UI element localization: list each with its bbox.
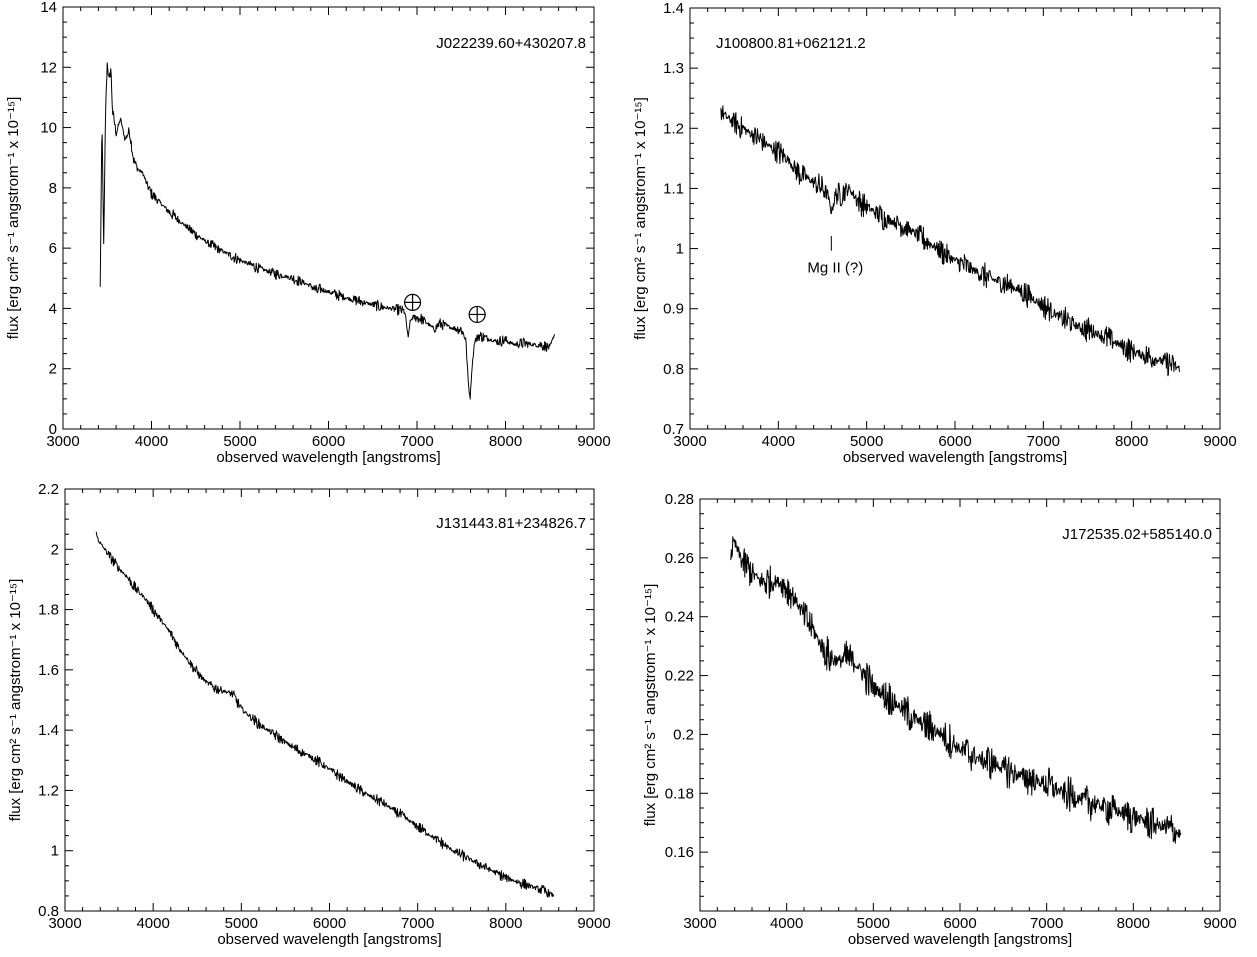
y-tick-label: 1.1 xyxy=(663,180,684,197)
x-tick-label: 3000 xyxy=(673,433,706,450)
y-tick-label: 8 xyxy=(49,180,57,197)
y-axis-label: flux [erg cm² s⁻¹ angstrom⁻¹ x 10⁻¹⁵] xyxy=(632,97,649,340)
y-tick-label: 14 xyxy=(40,0,57,16)
y-tick-label: 1 xyxy=(676,241,684,258)
x-tick-label: 7000 xyxy=(1030,915,1063,932)
spectrum-line xyxy=(99,62,556,400)
y-tick-label: 0.22 xyxy=(665,668,694,685)
y-tick-label: 0.18 xyxy=(665,785,694,802)
x-tick-label: 6000 xyxy=(938,433,971,450)
y-tick-label: 0.26 xyxy=(665,550,694,567)
object-label: J172535.02+585140.0 xyxy=(1062,526,1212,543)
x-tick-label: 9000 xyxy=(1203,433,1236,450)
y-tick-label: 1.8 xyxy=(38,602,59,619)
x-tick-label: 4000 xyxy=(770,915,803,932)
y-tick-label: 0.2 xyxy=(673,726,694,743)
x-tick-label: 6000 xyxy=(313,915,346,932)
x-tick-label: 7000 xyxy=(1027,433,1060,450)
x-tick-label: 5000 xyxy=(225,915,258,932)
x-axis-label: observed wavelength [angstroms] xyxy=(848,931,1072,948)
y-tick-label: 12 xyxy=(40,59,57,76)
y-tick-label: 4 xyxy=(49,300,57,317)
x-axis-label: observed wavelength [angstroms] xyxy=(843,449,1067,466)
spectrum-panel-4: 3000 4000 5000 6000 7000 8000 9000 0.16 0.18 0.2 0… xyxy=(642,491,1237,948)
y-tick-label: 0.28 xyxy=(665,491,694,508)
x-tick-label: 4000 xyxy=(136,915,169,932)
spectrum-line xyxy=(95,531,555,898)
object-label: J131443.81+234826.7 xyxy=(436,515,586,532)
telluric-symbol xyxy=(468,305,486,324)
y-tick-label: 2.2 xyxy=(38,481,59,498)
x-tick-label: 8000 xyxy=(1117,915,1150,932)
x-tick-label: 9000 xyxy=(1203,915,1236,932)
spectrum-panel-2: 3000 4000 5000 6000 7000 8000 9000 0.7 0.8 0.9 1 1.… xyxy=(632,0,1237,466)
object-label: J022239.60+430207.8 xyxy=(436,35,586,52)
x-tick-label: 3000 xyxy=(683,915,716,932)
x-tick-label: 6000 xyxy=(312,433,345,450)
object-label: J100800.81+062121.2 xyxy=(716,35,866,52)
y-tick-label: 1.4 xyxy=(663,0,684,17)
x-tick-label: 4000 xyxy=(135,433,168,450)
y-tick-label: 1.3 xyxy=(663,60,684,77)
y-tick-label: 1.2 xyxy=(663,120,684,137)
y-tick-label: 0.8 xyxy=(38,903,59,920)
spectrum-panel-1: 3000 4000 5000 6000 7000 8000 9000 0 2 4 6 8 10 12 14 o… xyxy=(5,0,611,466)
y-tick-label: 1.6 xyxy=(38,662,59,679)
x-tick-label: 3000 xyxy=(48,915,81,932)
spectrum-panel-3: 3000 4000 5000 6000 7000 8000 9000 0.8 1 1.2 1.4 1.… xyxy=(7,481,611,948)
x-tick-label: 8000 xyxy=(489,433,522,450)
y-tick-label: 0.8 xyxy=(663,361,684,378)
x-axis-label: observed wavelength [angstroms] xyxy=(216,449,440,466)
x-tick-label: 9000 xyxy=(577,433,610,450)
y-tick-label: 2 xyxy=(51,541,59,558)
y-axis-label: flux [erg cm² s⁻¹ angstrom⁻¹ x 10⁻¹⁵] xyxy=(7,579,24,822)
y-axis-label: flux [erg cm² s⁻¹ angstrom⁻¹ x 10⁻¹⁵] xyxy=(5,97,22,340)
y-tick-label: 1.2 xyxy=(38,782,59,799)
y-tick-label: 6 xyxy=(49,240,57,257)
y-axis-label: flux [erg cm² s⁻¹ angstrom⁻¹ x 10⁻¹⁵] xyxy=(642,584,659,827)
x-axis-label: observed wavelength [angstroms] xyxy=(217,931,441,948)
x-tick-label: 8000 xyxy=(489,915,522,932)
x-tick-label: 4000 xyxy=(762,433,795,450)
y-tick-label: 0.16 xyxy=(665,844,694,861)
x-tick-label: 7000 xyxy=(400,433,433,450)
annotation-label: Mg II (?) xyxy=(807,260,863,277)
y-tick-label: 1.4 xyxy=(38,722,59,739)
x-tick-label: 7000 xyxy=(401,915,434,932)
x-tick-label: 6000 xyxy=(943,915,976,932)
y-tick-label: 2 xyxy=(49,361,57,378)
x-tick-label: 5000 xyxy=(857,915,890,932)
spectrum-line xyxy=(730,536,1182,844)
x-tick-label: 5000 xyxy=(850,433,883,450)
y-tick-label: 0.7 xyxy=(663,421,684,438)
y-tick-label: 1 xyxy=(51,843,59,860)
y-tick-label: 0.9 xyxy=(663,301,684,318)
x-tick-label: 9000 xyxy=(577,915,610,932)
x-tick-label: 5000 xyxy=(223,433,256,450)
y-tick-label: 10 xyxy=(40,120,57,137)
spectrum-line xyxy=(720,105,1181,377)
x-tick-label: 3000 xyxy=(46,433,79,450)
telluric-symbol xyxy=(403,293,422,311)
y-tick-label: 0.24 xyxy=(665,609,694,626)
x-tick-label: 8000 xyxy=(1115,433,1148,450)
y-tick-label: 0 xyxy=(49,421,57,438)
